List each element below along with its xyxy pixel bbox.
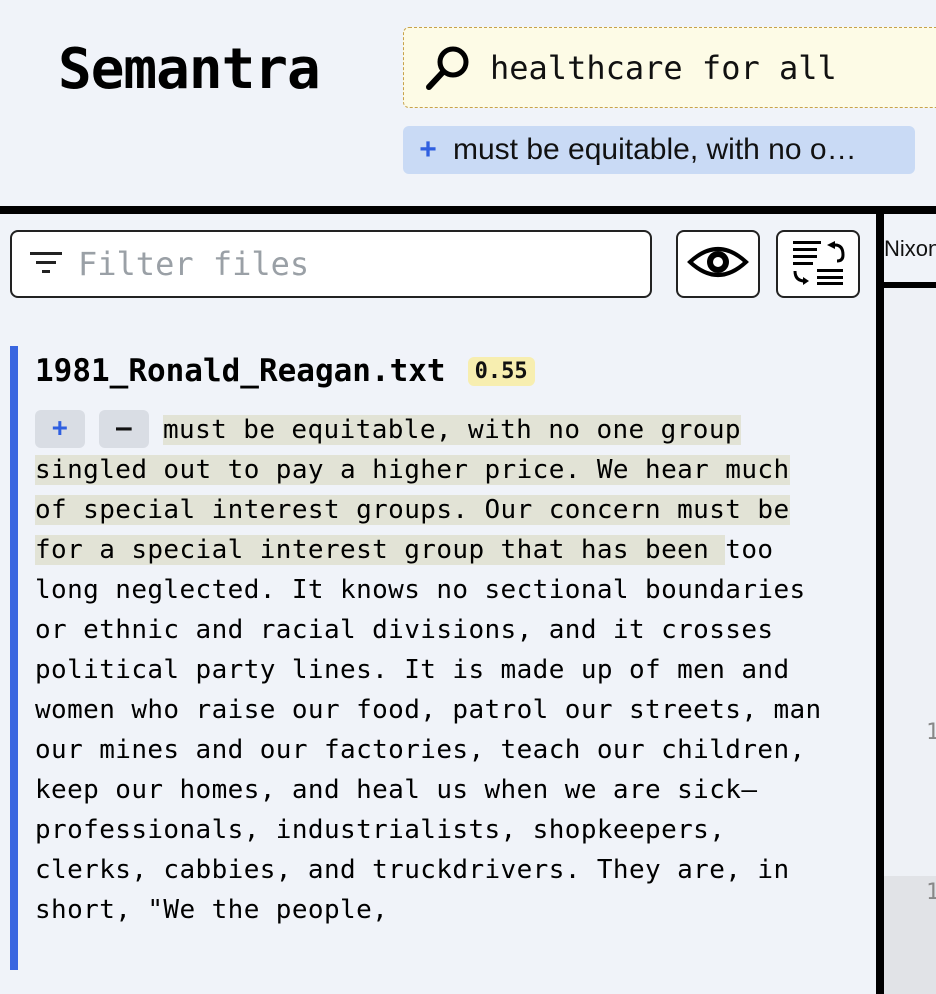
filter-box[interactable]: [10, 230, 652, 298]
line-number: 1: [926, 880, 936, 905]
query-chip[interactable]: + must be equitable, with no o…: [403, 126, 915, 174]
result-filename[interactable]: 1981_Ronald_Reagan.txt: [35, 353, 446, 389]
tab-nixon[interactable]: Nixon: [884, 236, 936, 261]
result-card: 1981_Ronald_Reagan.txt 0.55 + – must be eq…: [10, 346, 840, 970]
sort-icon: [791, 239, 845, 289]
search-input[interactable]: [490, 48, 936, 87]
upvote-button[interactable]: +: [35, 410, 85, 448]
app-title: Semantra: [58, 37, 321, 102]
result-header: 1981_Ronald_Reagan.txt 0.55: [35, 346, 840, 396]
search-icon: [420, 40, 476, 96]
filter-icon: [28, 246, 64, 282]
result-passage: + – must be equitable, with no one group s…: [35, 410, 835, 930]
right-panel-shaded-row: [884, 876, 936, 994]
pane-divider[interactable]: [876, 214, 884, 994]
query-chip-text: must be equitable, with no o…: [453, 133, 857, 166]
search-box[interactable]: [403, 27, 936, 108]
downvote-button[interactable]: –: [99, 410, 149, 448]
passage-text: too long neglected. It knows no sectiona…: [35, 535, 822, 925]
score-badge: 0.55: [467, 356, 535, 386]
toggle-view-button[interactable]: [676, 230, 760, 298]
eye-icon: [687, 242, 749, 286]
sort-button[interactable]: [776, 230, 860, 298]
header-divider: [0, 206, 936, 214]
chip-plus-icon[interactable]: +: [419, 133, 437, 166]
filter-input[interactable]: [78, 245, 638, 283]
tab-underline: [884, 282, 936, 288]
line-number: 1: [926, 720, 936, 745]
